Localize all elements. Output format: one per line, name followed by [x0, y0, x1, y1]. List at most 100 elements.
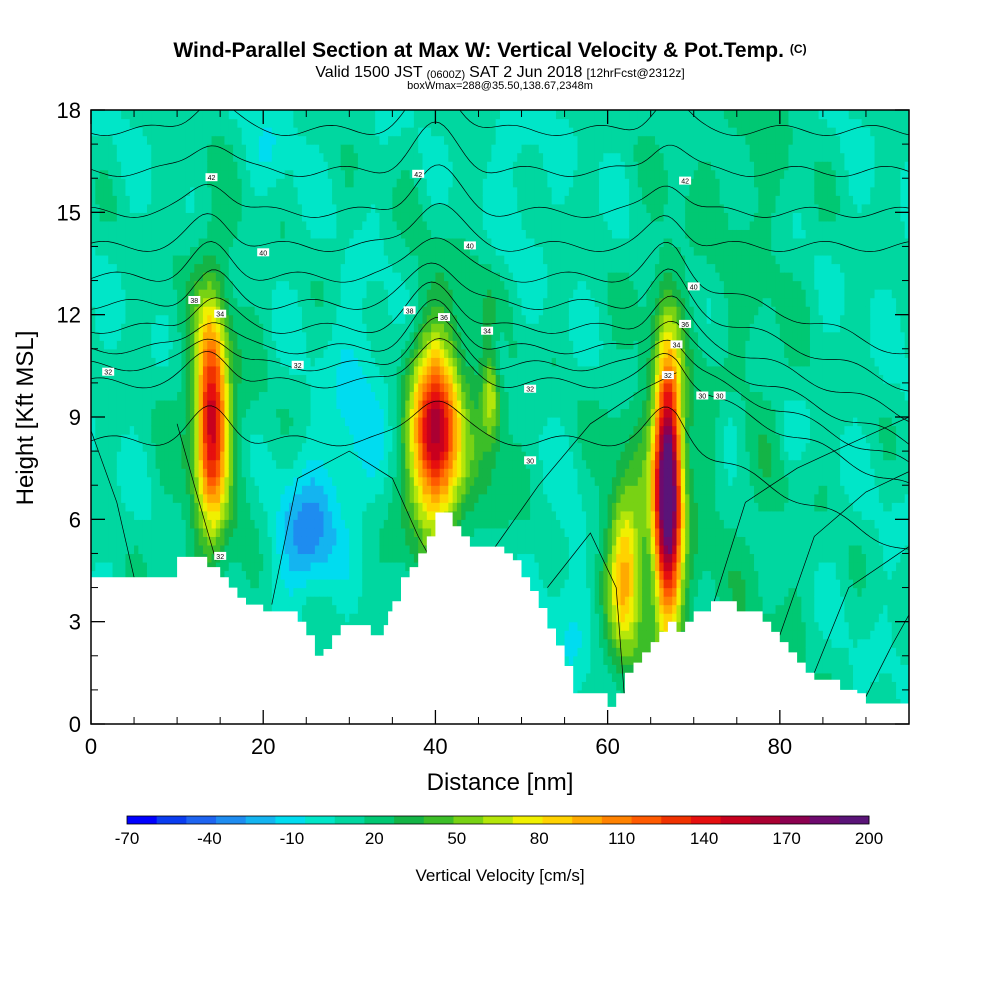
velocity-cell [263, 272, 269, 282]
velocity-cell [375, 263, 381, 273]
velocity-cell [103, 553, 109, 563]
velocity-cell [95, 254, 101, 265]
velocity-cell [323, 561, 329, 572]
velocity-cell [332, 203, 337, 213]
velocity-cell [207, 144, 213, 154]
velocity-cell [301, 135, 307, 145]
velocity-cell [108, 272, 114, 282]
velocity-cell [258, 254, 264, 265]
velocity-cell [336, 348, 342, 358]
velocity-cell [129, 178, 135, 188]
velocity-cell [263, 195, 269, 205]
velocity-cell [357, 331, 363, 341]
velocity-cell [357, 502, 363, 512]
velocity-cell [276, 544, 282, 555]
velocity-cell [345, 161, 350, 171]
velocity-cell [345, 152, 350, 162]
velocity-cell [177, 169, 183, 179]
velocity-cell [250, 237, 256, 248]
velocity-cell [306, 502, 312, 512]
velocity-cell [332, 604, 337, 614]
velocity-cell [142, 203, 148, 213]
velocity-cell [375, 297, 381, 307]
velocity-cell [340, 374, 346, 384]
velocity-cell [99, 229, 105, 239]
velocity-cell [215, 425, 221, 435]
velocity-cell [336, 596, 342, 606]
velocity-cell [301, 510, 307, 520]
velocity-cell [237, 340, 243, 350]
velocity-cell [362, 527, 368, 537]
velocity-cell [370, 254, 376, 265]
velocity-cell [245, 451, 251, 461]
velocity-cell [310, 289, 316, 299]
velocity-cell [340, 451, 346, 461]
velocity-cell [190, 212, 195, 222]
velocity-cell [112, 561, 118, 572]
velocity-cell [258, 297, 264, 307]
velocity-cell [310, 195, 316, 205]
velocity-cell [142, 178, 148, 188]
velocity-cell [366, 246, 372, 256]
velocity-cell [108, 127, 114, 137]
velocity-cell [172, 434, 178, 444]
velocity-cell [379, 561, 385, 572]
velocity-cell [349, 417, 355, 427]
velocity-cell [362, 587, 368, 597]
velocity-cell [366, 178, 372, 188]
velocity-cell [375, 289, 381, 299]
velocity-cell [233, 374, 238, 384]
velocity-cell [383, 399, 389, 410]
velocity-cell [99, 144, 105, 154]
velocity-cell [129, 161, 135, 171]
velocity-cell [250, 399, 256, 410]
velocity-cell [185, 246, 191, 256]
velocity-cell [336, 272, 342, 282]
velocity-cell [207, 468, 213, 478]
velocity-cell [95, 118, 101, 128]
velocity-cell [340, 434, 346, 444]
velocity-cell [336, 246, 342, 256]
velocity-cell [254, 399, 260, 410]
velocity-cell [323, 195, 329, 205]
velocity-cell [353, 417, 359, 427]
velocity-cell [366, 570, 372, 580]
velocity-cell [168, 451, 174, 461]
velocity-cell [194, 314, 200, 324]
velocity-cell [362, 152, 368, 162]
velocity-cell [224, 289, 230, 299]
velocity-cell [159, 417, 165, 427]
velocity-cell [138, 263, 144, 273]
velocity-cell [284, 502, 290, 512]
velocity-cell [349, 212, 355, 222]
velocity-cell [224, 229, 230, 239]
velocity-cell [215, 451, 221, 461]
velocity-cell [138, 280, 144, 290]
velocity-cell [370, 118, 376, 128]
velocity-cell [125, 263, 131, 273]
velocity-cell [164, 485, 170, 495]
velocity-cell [297, 118, 303, 128]
velocity-cell [151, 161, 157, 171]
velocity-cell [190, 152, 195, 162]
velocity-cell [134, 442, 139, 452]
velocity-cell [267, 297, 273, 307]
velocity-cell [284, 340, 290, 350]
velocity-cell [362, 579, 368, 589]
velocity-cell [177, 527, 183, 537]
velocity-cell [245, 442, 251, 452]
velocity-cell [91, 493, 96, 503]
velocity-cell [297, 391, 303, 401]
velocity-cell [134, 399, 139, 410]
velocity-cell [280, 417, 286, 427]
velocity-cell [168, 323, 174, 333]
velocity-cell [362, 357, 368, 367]
velocity-cell [383, 229, 389, 239]
velocity-cell [134, 493, 139, 503]
velocity-cell [379, 186, 385, 196]
velocity-cell [366, 561, 372, 572]
velocity-cell [323, 476, 329, 486]
velocity-cell [297, 237, 303, 248]
velocity-cell [207, 314, 213, 324]
velocity-cell [181, 502, 187, 512]
